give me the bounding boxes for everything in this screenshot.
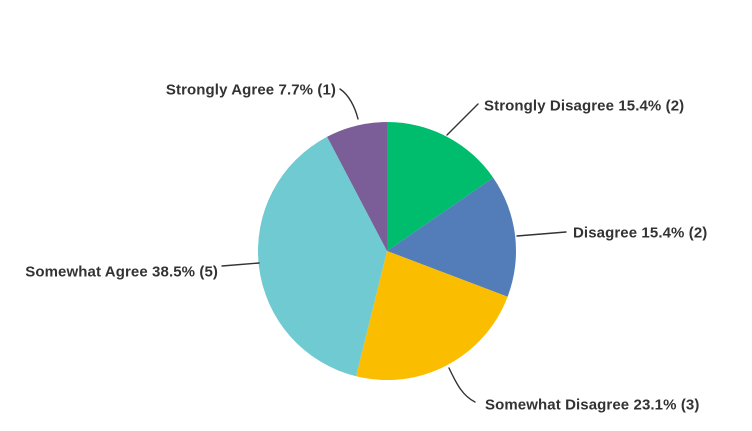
pie-slice-strongly-agree[interactable]: [327, 122, 387, 251]
pie-slices: [257, 121, 516, 381]
pie-slice-disagree[interactable]: [387, 177, 516, 297]
slice-label-disagree: Disagree 15.4% (2): [573, 224, 708, 242]
leader-lines: [221, 88, 567, 403]
leader-line-strongly-agree: [339, 88, 359, 120]
leader-line-disagree: [516, 231, 567, 237]
leader-line-strongly-disagree: [446, 103, 479, 136]
leader-line-somewhat-agree: [221, 262, 260, 267]
slice-label-somewhat-disagree: Somewhat Disagree 23.1% (3): [485, 396, 700, 414]
slice-label-somewhat-agree: Somewhat Agree 38.5% (5): [25, 263, 218, 281]
slice-label-strongly-agree: Strongly Agree 7.7% (1): [165, 81, 336, 99]
leader-line-somewhat-disagree: [448, 367, 476, 403]
pie-slice-somewhat-disagree[interactable]: [356, 251, 508, 381]
slice-label-strongly-disagree: Strongly Disagree 15.4% (2): [484, 97, 685, 115]
pie-slice-strongly-disagree[interactable]: [387, 121, 494, 251]
pie-slice-somewhat-agree[interactable]: [257, 136, 387, 377]
